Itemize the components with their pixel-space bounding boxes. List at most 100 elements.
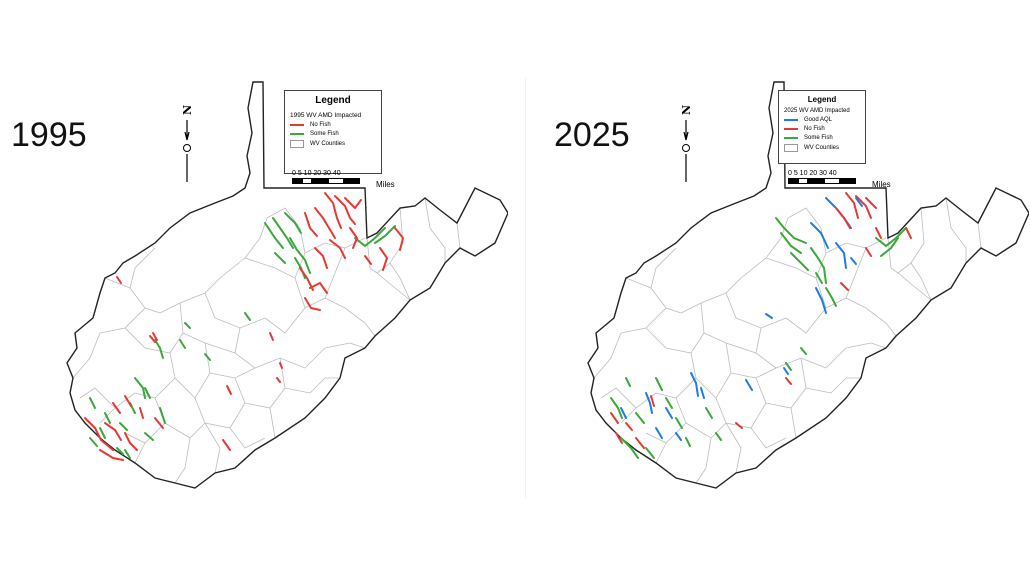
stream-no-fish <box>845 192 859 219</box>
stream-some-fish <box>825 287 837 307</box>
county-boundary <box>645 302 705 354</box>
stream-no-fish <box>334 195 356 225</box>
stream-no-fish <box>650 395 655 407</box>
county-boundary <box>725 292 787 329</box>
stream-good-aql <box>645 392 653 414</box>
county-boundary <box>695 342 732 399</box>
map-panel-1995: 1995 N Legend 1995 WV AMD Impacted No Fi… <box>5 78 508 498</box>
stream-some-fish <box>116 447 124 455</box>
county-boundary <box>655 442 667 464</box>
stream-no-fish <box>309 281 328 294</box>
legend-title: Legend <box>807 95 837 104</box>
stream-good-aql <box>700 387 705 399</box>
stream-no-fish <box>149 335 156 343</box>
stream-some-fish <box>289 237 311 274</box>
county-boundary <box>910 262 932 301</box>
legend-box: Legend 1995 WV AMD Impacted No Fish Some… <box>284 90 382 174</box>
county-boundary <box>805 377 861 394</box>
stream-good-aql <box>675 432 682 441</box>
county-boundary <box>977 222 982 249</box>
stream-no-fish <box>865 247 872 257</box>
county-boundary <box>344 307 376 337</box>
county-boundary <box>945 197 967 263</box>
stream-no-fish <box>785 377 792 385</box>
county-boundary <box>266 207 306 254</box>
stream-some-fish <box>134 377 146 399</box>
county-boundary <box>593 332 622 379</box>
county-boundary <box>129 247 156 289</box>
stream-no-fish <box>222 439 231 451</box>
state-outline <box>66 81 508 489</box>
north-letter: N <box>680 105 693 115</box>
county-boundary <box>324 237 366 299</box>
stream-some-fish <box>610 397 623 419</box>
north-letter: N <box>181 105 194 115</box>
stream-segments <box>610 192 912 459</box>
stream-no-fish <box>905 227 912 239</box>
county-boundary <box>304 342 366 369</box>
year-label: 1995 <box>11 116 87 154</box>
stream-some-fish <box>99 427 106 439</box>
stream-no-fish <box>394 227 405 251</box>
county-boundary <box>164 422 206 439</box>
county-boundary <box>815 242 867 279</box>
north-arrow-icon: N <box>179 102 195 184</box>
legend-item-good-aql: Good AQL <box>784 117 860 123</box>
stream-no-fish <box>152 332 158 341</box>
stream-some-fish <box>179 339 186 349</box>
county-boundary <box>765 357 807 409</box>
county-boundary <box>785 297 867 334</box>
north-arrow-icon: N <box>678 102 694 184</box>
stream-some-fish <box>89 397 96 409</box>
county-boundary <box>219 217 268 279</box>
stream-some-fish <box>154 339 164 359</box>
stream-no-fish <box>112 402 121 414</box>
stream-good-aql <box>765 313 773 319</box>
stream-no-fish <box>875 227 882 239</box>
scale-unit: Miles <box>376 180 395 189</box>
year-label: 2025 <box>554 116 630 154</box>
county-boundary <box>72 332 101 379</box>
county-boundary <box>755 327 827 369</box>
scale-bar: 0 5 10 20 30 40 Miles <box>788 170 898 190</box>
county-boundary <box>620 307 667 334</box>
stream-some-fish <box>715 432 722 441</box>
county-boundary <box>424 197 446 263</box>
stream-some-fish <box>274 252 286 264</box>
stream-no-fish <box>269 332 274 341</box>
state-outline <box>587 81 1029 489</box>
stream-good-aql <box>655 427 663 439</box>
map-panel-2025: 2025 N Legend 2025 WV AMD Impacted Good … <box>525 78 1029 498</box>
stream-segments <box>84 192 405 461</box>
county-boundary <box>695 437 712 484</box>
stream-no-fish <box>329 239 346 259</box>
scale-ticks: 0 5 10 20 30 40 <box>292 170 341 177</box>
stream-no-fish <box>84 417 114 451</box>
county-boundary <box>725 422 742 474</box>
stream-some-fish <box>800 347 807 355</box>
county-boundary <box>865 307 897 337</box>
stream-good-aql <box>665 407 673 419</box>
stream-some-fish <box>184 322 191 329</box>
county-boundary <box>625 277 682 314</box>
stream-good-aql <box>620 407 627 419</box>
stream-some-fish <box>625 377 631 387</box>
stream-no-fish <box>139 407 144 419</box>
stream-some-fish <box>790 252 809 271</box>
county-boundary <box>730 367 777 379</box>
county-boundary <box>99 307 146 334</box>
stream-no-fish <box>379 247 389 271</box>
stream-no-fish <box>124 395 132 407</box>
legend-item-wv-counties: WV Counties <box>290 140 376 148</box>
stream-some-fish <box>144 387 151 399</box>
stream-some-fish <box>665 397 673 409</box>
county-boundary <box>209 367 256 379</box>
stream-some-fish <box>635 412 645 424</box>
stream-some-fish <box>880 237 899 257</box>
stream-no-fish <box>635 437 645 449</box>
stream-some-fish <box>354 227 386 248</box>
county-boundary <box>134 442 146 464</box>
stream-good-aql <box>835 242 847 269</box>
stream-some-fish <box>104 412 111 424</box>
county-boundary <box>845 237 887 299</box>
